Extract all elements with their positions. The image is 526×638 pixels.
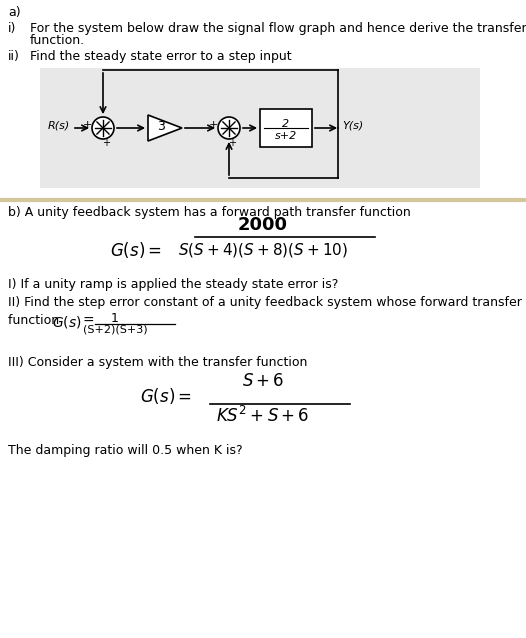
Text: For the system below draw the signal flow graph and hence derive the transfer: For the system below draw the signal flo… [30,22,526,35]
Text: R(s): R(s) [48,121,70,131]
Text: Find the steady state error to a step input: Find the steady state error to a step in… [30,50,291,63]
Text: s+2: s+2 [275,131,297,141]
Text: $S+6$: $S+6$ [242,372,284,390]
Text: $KS^2+S+6$: $KS^2+S+6$ [216,406,310,426]
Text: i): i) [8,22,16,35]
FancyBboxPatch shape [40,68,480,188]
Text: $S(S+4)(S+8)(S+10)$: $S(S+4)(S+8)(S+10)$ [178,241,348,259]
Text: 2: 2 [282,119,289,129]
FancyBboxPatch shape [260,109,312,147]
Text: ii): ii) [8,50,20,63]
Text: $G(s)=$: $G(s)=$ [110,240,162,260]
Text: function.: function. [30,34,85,47]
Text: III) Consider a system with the transfer function: III) Consider a system with the transfer… [8,356,307,369]
Text: 1: 1 [111,312,119,325]
Text: +: + [82,120,92,130]
Text: +: + [228,138,236,148]
Text: $G(s)$: $G(s)$ [52,314,82,330]
Polygon shape [148,115,182,141]
Text: +: + [208,120,218,130]
Text: a): a) [8,6,21,19]
Text: II) Find the step error constant of a unity feedback system whose forward transf: II) Find the step error constant of a un… [8,296,522,309]
Text: +: + [102,138,110,148]
Text: =: = [82,314,94,328]
Text: 3: 3 [157,121,165,133]
Text: 2000: 2000 [238,216,288,234]
Circle shape [218,117,240,139]
Text: (S+2)(S+3): (S+2)(S+3) [83,325,147,335]
Text: I) If a unity ramp is applied the steady state error is?: I) If a unity ramp is applied the steady… [8,278,338,291]
Text: $G(s)=$: $G(s)=$ [140,386,192,406]
Text: b) A unity feedback system has a forward path transfer function: b) A unity feedback system has a forward… [8,206,411,219]
Text: function: function [8,314,63,327]
Text: Y(s): Y(s) [342,121,363,131]
Text: The damping ratio will 0.5 when K is?: The damping ratio will 0.5 when K is? [8,444,242,457]
Circle shape [92,117,114,139]
